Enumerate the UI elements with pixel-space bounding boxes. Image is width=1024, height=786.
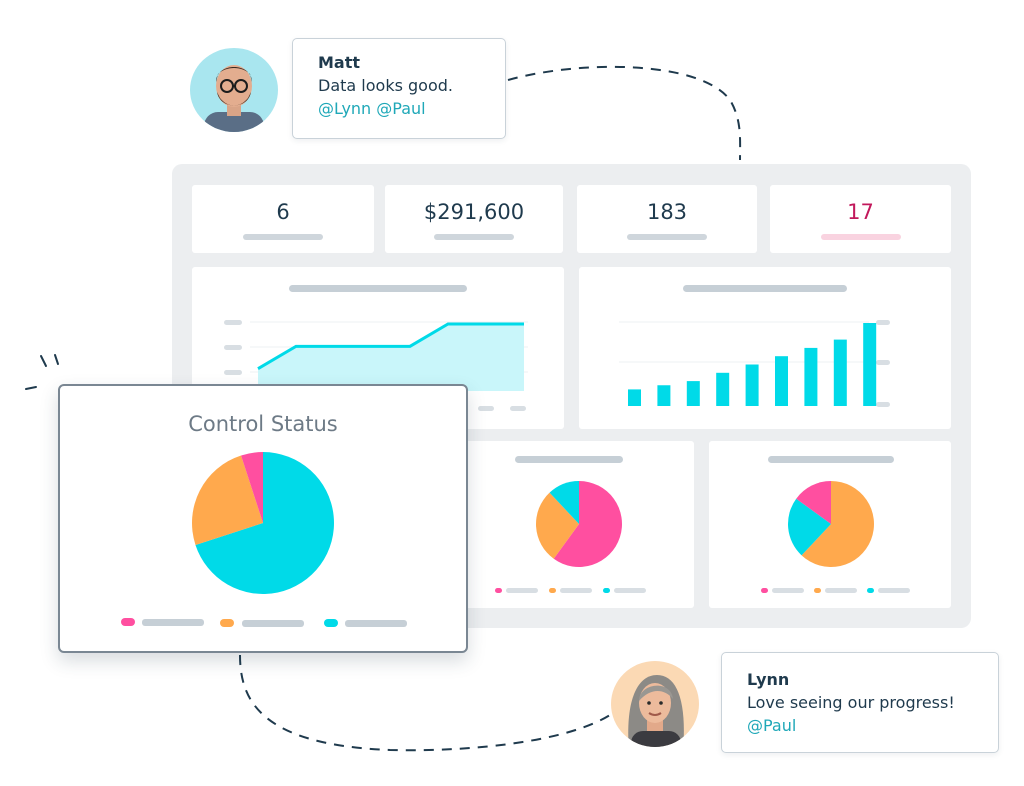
bar	[716, 372, 730, 406]
pie-chart-card-3[interactable]	[709, 441, 951, 608]
chart-title-placeholder	[289, 285, 467, 292]
pie-slice	[801, 481, 874, 567]
y-tick-placeholder	[876, 360, 890, 365]
bar	[863, 323, 877, 406]
kpi-value: 17	[847, 200, 874, 224]
pie-chart-3	[788, 481, 874, 567]
y-tick-placeholder	[224, 345, 242, 350]
x-tick-placeholder	[478, 406, 494, 411]
x-tick-placeholder	[510, 406, 526, 411]
bar	[686, 381, 700, 406]
sparkle-icon	[25, 354, 59, 390]
comment-message: Love seeing our progress!	[747, 693, 955, 712]
y-tick-placeholder	[224, 370, 242, 375]
pie-slice	[796, 481, 831, 524]
chart-title-placeholder	[683, 285, 847, 292]
bar-chart	[619, 320, 890, 407]
legend-label-placeholder	[242, 620, 304, 627]
chart-title-placeholder	[768, 456, 894, 463]
bar	[745, 364, 759, 406]
kpi-card-4[interactable]: 17	[770, 185, 951, 253]
kpi-label-placeholder	[820, 234, 901, 240]
legend-dot	[761, 588, 768, 593]
kpi-value: 183	[646, 200, 688, 224]
matt-avatar[interactable]	[190, 48, 278, 132]
pie-slice	[536, 492, 579, 559]
pie-chart-2	[536, 481, 622, 567]
y-tick-placeholder	[224, 320, 242, 325]
legend-label-placeholder	[506, 588, 538, 593]
kpi-value: 6	[276, 200, 290, 224]
control-status-pie-chart	[192, 452, 334, 594]
comment-mentions[interactable]: @Paul	[747, 716, 797, 735]
bar	[804, 347, 818, 406]
legend-dot-orange	[220, 619, 234, 627]
legend-label-placeholder	[345, 620, 407, 627]
pie-slice	[192, 455, 263, 545]
connector-bottom	[239, 654, 611, 752]
pie-chart-card-2[interactable]	[464, 441, 694, 608]
bar-chart-card[interactable]	[579, 267, 951, 429]
area-chart	[224, 320, 528, 411]
pie-slice	[241, 452, 263, 523]
bar	[833, 339, 847, 406]
comment-message: Data looks good.	[318, 76, 453, 95]
legend-dot	[603, 588, 610, 593]
kpi-label-placeholder	[243, 234, 323, 240]
kpi-card-3[interactable]: 183	[577, 185, 757, 253]
comment-author: Lynn	[747, 670, 790, 689]
legend-dot	[495, 588, 502, 593]
comment-bubble-matt[interactable]: Matt Data looks good. @Lynn @Paul	[292, 38, 506, 139]
legend-label-placeholder	[825, 588, 857, 593]
legend-dot	[549, 588, 556, 593]
pie-slice	[195, 452, 334, 594]
comment-bubble-lynn[interactable]: Lynn Love seeing our progress! @Paul	[721, 652, 999, 753]
comment-mentions[interactable]: @Lynn @Paul	[318, 99, 426, 118]
bar	[657, 385, 671, 406]
pie-slice	[788, 498, 831, 556]
connector-top	[507, 65, 742, 161]
kpi-label-placeholder	[627, 234, 707, 240]
legend-label-placeholder	[614, 588, 646, 593]
legend-dot-cyan	[324, 619, 338, 627]
legend-dot	[867, 588, 874, 593]
person-icon	[628, 675, 684, 747]
y-tick-placeholder	[876, 320, 890, 325]
kpi-value: $291,600	[423, 200, 525, 224]
legend-label-placeholder	[560, 588, 592, 593]
kpi-card-1[interactable]: 6	[192, 185, 374, 253]
legend-dot	[814, 588, 821, 593]
legend-dot-pink	[121, 618, 135, 626]
bar	[775, 356, 788, 406]
legend-label-placeholder	[772, 588, 804, 593]
control-status-card[interactable]: Control Status	[58, 384, 468, 653]
person-icon	[204, 65, 264, 132]
legend-label-placeholder	[878, 588, 910, 593]
y-tick-placeholder	[876, 402, 890, 407]
chart-title-placeholder	[515, 456, 623, 463]
control-status-title: Control Status	[188, 412, 338, 436]
bar	[628, 389, 641, 406]
area-fill	[258, 324, 524, 391]
pie-slice	[553, 481, 622, 567]
pie-slice	[549, 481, 579, 524]
lynn-avatar[interactable]	[611, 661, 699, 747]
kpi-label-placeholder	[434, 234, 514, 240]
series-line	[257, 322, 524, 370]
comment-author: Matt	[318, 53, 361, 72]
kpi-card-2[interactable]: $291,600	[385, 185, 563, 253]
legend-label-placeholder	[142, 619, 204, 626]
